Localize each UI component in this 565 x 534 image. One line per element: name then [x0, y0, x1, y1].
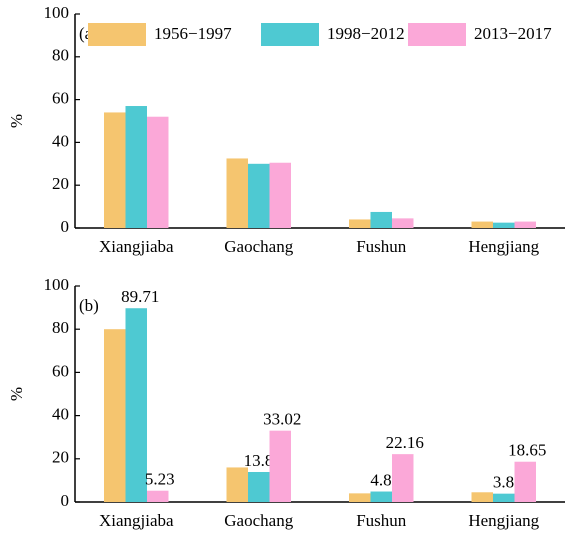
x-tick-label: Xiangjiaba — [99, 237, 174, 256]
bar — [248, 163, 270, 228]
y-axis-label: % — [7, 114, 26, 128]
bar — [104, 329, 126, 502]
legend-label: 1998−2012 — [327, 24, 405, 43]
bar — [226, 467, 248, 502]
legend-label: 1956−1997 — [154, 24, 232, 43]
y-tick-label: 20 — [52, 448, 69, 467]
bar — [226, 158, 248, 228]
bar — [493, 222, 515, 228]
y-tick-label: 60 — [52, 361, 69, 380]
x-tick-label: Xiangjiaba — [99, 511, 174, 530]
bar — [349, 219, 371, 228]
bar — [269, 430, 291, 502]
y-axis-label: % — [7, 387, 26, 401]
y-tick-label: 40 — [52, 131, 69, 150]
bar — [392, 218, 414, 228]
y-tick-label: 20 — [52, 174, 69, 193]
y-tick-label: 80 — [52, 46, 69, 65]
panel-label: (b) — [79, 296, 99, 315]
value-label: 22.16 — [386, 433, 424, 452]
bar — [493, 493, 515, 502]
y-tick-label: 80 — [52, 318, 69, 337]
x-tick-label: Hengjiang — [468, 237, 539, 256]
bar — [471, 492, 493, 502]
value-label: 33.02 — [263, 410, 301, 429]
value-label: 18.65 — [508, 441, 546, 460]
bar — [147, 490, 169, 502]
bar — [147, 116, 169, 228]
bar — [104, 112, 126, 228]
bar — [514, 461, 536, 502]
y-tick-label: 40 — [52, 405, 69, 424]
legend-swatch — [261, 23, 319, 46]
x-tick-label: Gaochang — [224, 237, 293, 256]
legend-swatch — [88, 23, 146, 46]
bar — [125, 106, 147, 228]
legend-swatch — [408, 23, 466, 46]
bar — [370, 211, 392, 228]
bar — [269, 162, 291, 228]
x-tick-label: Fushun — [356, 237, 407, 256]
x-tick-label: Gaochang — [224, 511, 293, 530]
value-label: 89.71 — [121, 287, 159, 306]
legend-label: 2013−2017 — [474, 24, 552, 43]
bar — [370, 491, 392, 502]
value-label: 5.23 — [145, 470, 175, 489]
bar — [514, 221, 536, 228]
x-tick-label: Fushun — [356, 511, 407, 530]
bar — [392, 454, 414, 502]
bar — [349, 493, 371, 502]
y-tick-label: 100 — [44, 3, 70, 22]
y-tick-label: 0 — [61, 217, 70, 236]
y-tick-label: 100 — [44, 275, 70, 294]
bar — [471, 221, 493, 228]
y-tick-label: 60 — [52, 89, 69, 108]
bar — [248, 471, 270, 502]
bar — [125, 308, 147, 502]
x-tick-label: Hengjiang — [468, 511, 539, 530]
y-tick-label: 0 — [61, 491, 70, 510]
